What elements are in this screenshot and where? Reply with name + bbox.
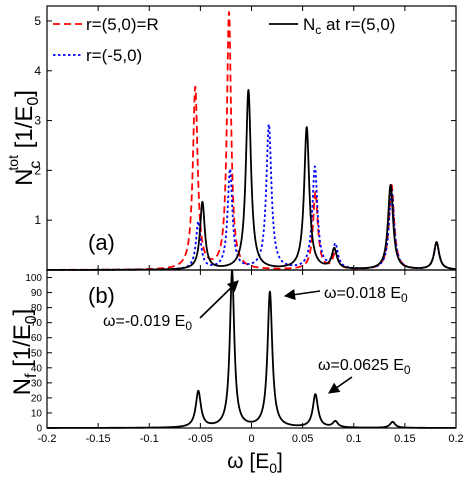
panel-b-y-tick-label: 100 <box>25 273 42 284</box>
annotation-label-2: ω=0.0625 E0 <box>318 357 411 377</box>
panel-b-y-tick-label: 70 <box>31 318 43 329</box>
annotation-unit: E <box>386 285 401 302</box>
legend-label-2-text: N <box>303 15 315 34</box>
x-axis-label-unit: [E <box>249 450 269 473</box>
panel-a-label: (a) <box>88 230 115 255</box>
x-tick-label: -0.05 <box>188 433 213 445</box>
panel-a: 1 2 3 4 5 (a) r=(5,0)=R r=(-5,0) Nc at r=(5,0)… <box>5 5 457 271</box>
panel-b-frame <box>46 269 457 429</box>
panel-b-y-tick-label: 20 <box>31 393 43 404</box>
panel-a-y-tick-label: 5 <box>34 14 41 28</box>
x-axis-label-unit-sub: 0 <box>269 460 277 476</box>
annotation-unit-sub: 0 <box>404 363 411 377</box>
x-axis-label-text: ω [E0] <box>227 450 283 476</box>
panel-a-y-axis-label: Nctot [1/E0] <box>5 90 44 186</box>
panel-a-y-label-sup: tot <box>5 155 21 171</box>
panel-b-label: (b) <box>88 283 115 308</box>
panel-a-y-tick-label: 1 <box>34 213 41 227</box>
panel-b-ticks: 0 10 20 30 40 50 60 70 80 90 100 -0.2 -0.15 -0.1 -0.05… <box>25 270 463 445</box>
panel-b: 0 10 20 30 40 50 60 70 80 90 100 -0.2 -0.15 -0.1 -0.05… <box>9 269 463 476</box>
panel-b-y-tick-label: 90 <box>31 288 43 299</box>
annotation-label-0: ω=-0.019 E0 <box>103 313 192 333</box>
annotation-label-1: ω=0.018 E0 <box>324 285 408 305</box>
panel-b-y-tick-label: 50 <box>31 348 43 359</box>
panel-b-y-tick-label: 10 <box>31 408 43 419</box>
annotation-prefix: ω= <box>324 285 346 302</box>
annotation-arrow-1 <box>283 289 321 301</box>
annotation-prefix: ω= <box>318 357 340 374</box>
panel-a-y-label-text: Nctot [1/E0] <box>5 90 44 186</box>
panel-a-y-label-main: N <box>11 169 38 186</box>
panel-a-y-label-sub: c <box>27 161 44 169</box>
panel-b-y-label-main: N <box>9 378 36 395</box>
annotation-unit-sub: 0 <box>185 319 192 333</box>
panel-a-y-tick-label: 4 <box>34 64 41 78</box>
panel-a-y-label-unit-end: ] <box>11 90 38 97</box>
x-tick-label: -0.15 <box>86 433 111 445</box>
legend-label-0: r=(5,0)=R <box>86 15 159 34</box>
annotation-arrow-2 <box>328 376 353 394</box>
panel-a-y-label-unit: [1/E <box>11 106 38 155</box>
panel-b-y-axis-label: Nf [1/E0] <box>9 309 40 396</box>
panel-b-y-tick-label: 80 <box>31 303 43 314</box>
x-tick-label: 0.2 <box>448 433 463 445</box>
panel-b-y-tick-label: 30 <box>31 378 43 389</box>
panel-a-legend: r=(5,0)=R r=(-5,0) Nc at r=(5,0) <box>53 15 395 65</box>
legend-label-1-text: r=(-5,0) <box>86 46 142 65</box>
annotation-arrow-0 <box>199 280 239 319</box>
x-axis-label-main: ω <box>227 450 249 473</box>
panel-b-y-tick-label: 0 <box>36 424 42 435</box>
legend-label-1: r=(-5,0) <box>86 46 142 65</box>
x-tick-label: 0.05 <box>292 433 313 445</box>
panel-b-annotations: ω=-0.019 E0ω=0.018 E0ω=0.0625 E0 <box>103 280 411 394</box>
annotation-value: -0.019 <box>125 313 170 330</box>
x-axis-label: ω [E0] <box>227 450 283 476</box>
annotation-unit: E <box>389 357 404 374</box>
panel-b-y-tick-label: 60 <box>31 333 43 344</box>
panel-b-y-tick-label: 40 <box>31 363 43 374</box>
panel-a-y-label-unit-sub: 0 <box>25 97 42 106</box>
annotation-unit: E <box>170 313 185 330</box>
panel-b-y-label-unit: [1/E <box>9 324 36 373</box>
panel-a-y-tick-label: 3 <box>34 114 41 128</box>
x-axis-label-unit-end: ] <box>277 450 283 473</box>
panel-a-y-tick-label: 2 <box>34 163 41 177</box>
annotation-unit-sub: 0 <box>401 291 408 305</box>
legend-label-2-rest: at r=(5,0) <box>321 15 395 34</box>
x-tick-label: 0.1 <box>346 433 361 445</box>
panel-b-y-label-unit-end: ] <box>9 309 36 316</box>
panel-b-y-label-sub: f <box>23 373 40 378</box>
x-tick-label: 0.15 <box>394 433 415 445</box>
x-tick-label: -0.1 <box>140 433 159 445</box>
legend-label-0-text: r=(5,0)=R <box>86 15 159 34</box>
annotation-value: 0.0625 <box>340 357 389 374</box>
legend-label-2: Nc at r=(5,0) <box>303 15 395 37</box>
legend-label-2-sub: c <box>315 23 321 37</box>
panel-b-y-label-unit-sub: 0 <box>23 315 40 324</box>
annotation-prefix: ω= <box>103 313 125 330</box>
panel-b-y-label-text: Nf [1/E0] <box>9 309 40 396</box>
annotation-value: 0.018 <box>346 285 386 302</box>
x-tick-label: -0.2 <box>38 433 57 445</box>
x-tick-label: 0 <box>248 433 254 445</box>
